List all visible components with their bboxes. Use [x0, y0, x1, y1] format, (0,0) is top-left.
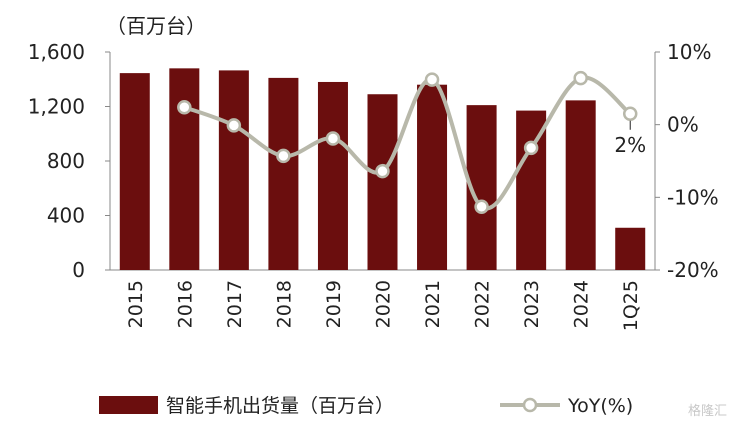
bar [516, 110, 547, 271]
y-left-tick-label: 1,600 [28, 40, 85, 64]
x-tick-label: 2021 [422, 280, 444, 328]
yoy-point [474, 199, 489, 215]
yoy-point [424, 72, 440, 87]
x-axis-labels: 2015 2016 2017 2018 2019 2020 2021 2022 2023 2024… [125, 280, 642, 331]
bar [565, 100, 596, 271]
yoy-point [375, 163, 390, 179]
yoy-point [325, 131, 341, 146]
x-tick-label: 2016 [174, 280, 196, 328]
y-left-tick-label: 800 [47, 149, 85, 173]
y-left-tick-label: 0 [72, 258, 85, 282]
bar [417, 84, 448, 270]
x-tick-label: 2015 [125, 280, 147, 328]
yoy-point [523, 140, 539, 156]
legend-line-label: YoY(%) [567, 395, 633, 417]
bar-series [119, 68, 646, 271]
legend-bar-label: 智能手机出货量（百万台） [166, 395, 394, 417]
yoy-annotation: 2% [614, 133, 646, 157]
x-tick-label: 1Q25 [620, 280, 642, 331]
yoy-point [573, 70, 588, 86]
line-series: 2% [177, 70, 646, 215]
yoy-point [226, 118, 242, 133]
x-tick-label: 2024 [571, 280, 593, 328]
legend-bar-swatch [99, 396, 158, 414]
x-tick-label: 2017 [224, 280, 246, 328]
x-tick-label: 2023 [521, 280, 543, 328]
legend-line-marker [522, 397, 538, 413]
bar [119, 73, 150, 271]
x-tick-label: 2020 [373, 280, 395, 328]
yoy-point [276, 148, 291, 164]
bar [615, 227, 646, 270]
y-right-tick-label: 10% [667, 40, 711, 64]
y-left-tick-label: 1,200 [28, 95, 85, 119]
yoy-point [177, 99, 192, 115]
y-right-tick-label: -10% [667, 185, 719, 209]
watermark-text: 格隆汇 [688, 403, 727, 419]
x-tick-label: 2019 [323, 280, 345, 328]
bar [218, 70, 249, 270]
x-tick-label: 2022 [472, 280, 494, 328]
bar [367, 94, 398, 270]
legend: 智能手机出货量（百万台） YoY(%) [99, 395, 633, 417]
bar [268, 77, 299, 270]
x-tick-label: 2018 [273, 280, 295, 328]
bar [317, 81, 348, 270]
y-left-tick-label: 400 [47, 204, 85, 228]
yoy-line [183, 75, 632, 211]
axes: 0 400 800 1,200 1,600 -20% -10% 0% 10% [28, 40, 719, 282]
yoy-point [622, 106, 638, 122]
y-unit-label: （百万台） [106, 14, 206, 38]
y-right-tick-label: -20% [667, 258, 719, 282]
y-right-tick-label: 0% [667, 113, 699, 137]
bar [169, 68, 200, 270]
